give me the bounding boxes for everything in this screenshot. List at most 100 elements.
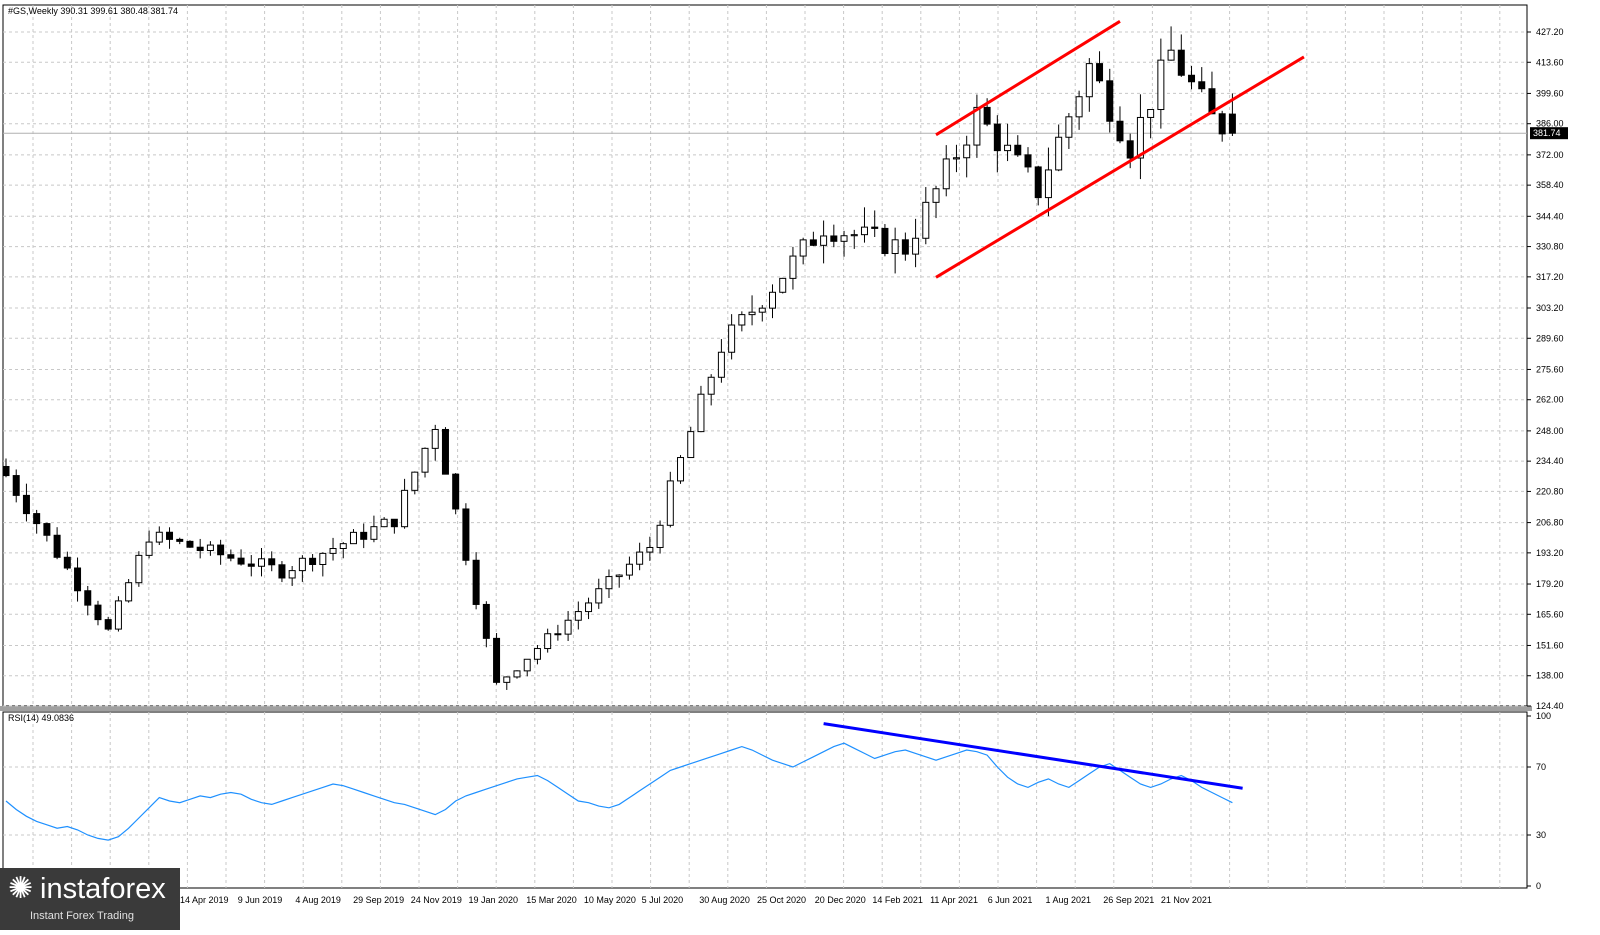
candle-body — [370, 526, 378, 540]
candle-body — [319, 552, 327, 565]
candle-body — [595, 588, 603, 604]
candle-body — [227, 554, 235, 559]
candle-body — [666, 480, 674, 526]
candle-body — [1228, 113, 1236, 134]
price-tick-label: 289.60 — [1536, 333, 1564, 343]
candle-body — [1126, 140, 1134, 159]
candle-body — [1055, 136, 1063, 171]
candle-body — [789, 255, 797, 279]
candle-body — [493, 637, 501, 683]
candle-body — [769, 291, 776, 309]
price-tick-label: 303.20 — [1536, 303, 1564, 313]
rsi-divergence-line[interactable] — [823, 722, 1243, 790]
candle-body — [523, 658, 531, 672]
price-tick-label: 399.60 — [1536, 88, 1564, 98]
candle-body — [952, 157, 960, 160]
candle-body — [1096, 63, 1104, 82]
x-axis-label: 24 Nov 2019 — [411, 895, 462, 905]
candle-body — [615, 574, 623, 578]
candle-body — [1218, 113, 1226, 135]
x-axis-label: 15 Mar 2020 — [526, 895, 577, 905]
candle-body — [196, 546, 204, 552]
price-tick-label: 413.60 — [1536, 57, 1564, 67]
candle-body — [1014, 144, 1022, 156]
candle-body — [298, 557, 306, 572]
x-axis-label: 5 Jul 2020 — [642, 895, 684, 905]
x-axis-label: 10 May 2020 — [584, 895, 636, 905]
candle-body — [963, 144, 971, 159]
x-axis-label: 21 Nov 2021 — [1161, 895, 1212, 905]
candle-body — [329, 548, 337, 554]
x-axis-label: 6 Jun 2021 — [988, 895, 1033, 905]
candle-body — [983, 106, 991, 125]
logo-tagline: Instant Forex Trading — [30, 910, 134, 922]
candle-body — [779, 277, 787, 293]
rsi-line — [5, 742, 1233, 841]
candle-body — [22, 494, 30, 515]
x-axis-label: 14 Apr 2019 — [180, 895, 229, 905]
candle-body — [166, 531, 174, 540]
x-axis-label: 26 Sep 2021 — [1103, 895, 1154, 905]
candle-body — [932, 188, 940, 203]
candle-body — [1116, 120, 1124, 142]
last-price-tag — [1530, 127, 1568, 140]
channel-lower-line[interactable] — [935, 55, 1305, 279]
candle-body — [554, 633, 562, 636]
price-tick-label: 220.80 — [1536, 486, 1564, 496]
price-pane-frame — [2, 4, 1528, 707]
candle-body — [533, 648, 541, 660]
candle-body — [564, 619, 572, 635]
candle-body — [687, 431, 695, 459]
candle-body — [94, 604, 102, 621]
logo-gear-icon: ✺ — [8, 871, 34, 906]
candle-body — [309, 557, 317, 565]
candle-body — [922, 201, 930, 239]
candle-body — [1147, 109, 1155, 118]
candle-body — [125, 582, 133, 602]
candle-body — [809, 239, 817, 246]
x-axis-label: 25 Oct 2020 — [757, 895, 806, 905]
logo-name: instaforex — [40, 873, 166, 905]
price-tick-label: 124.40 — [1536, 701, 1564, 711]
candle-body — [1177, 49, 1185, 76]
candle-body — [176, 538, 184, 542]
x-axis-label: 1 Aug 2021 — [1046, 895, 1092, 905]
candle-body — [748, 311, 756, 316]
pane-separator[interactable] — [0, 706, 1532, 711]
price-tick-label: 344.40 — [1536, 211, 1564, 221]
candle-body — [799, 239, 807, 257]
price-tick-label: 275.60 — [1536, 364, 1564, 374]
candle-body — [503, 676, 511, 683]
candle-body — [544, 633, 552, 650]
candle-body — [186, 540, 194, 548]
candle-body — [656, 524, 664, 548]
candle-body — [636, 551, 644, 565]
candle-body — [830, 235, 838, 242]
x-axis-label: 14 Feb 2021 — [872, 895, 923, 905]
candle-body — [441, 428, 449, 475]
candle-body — [1044, 169, 1052, 199]
last-price-tag-label: 381.74 — [1533, 128, 1561, 138]
candle-body — [237, 557, 245, 565]
candle-body — [2, 465, 10, 477]
x-axis-label: 19 Jan 2020 — [469, 895, 519, 905]
candle-body — [758, 307, 766, 313]
price-tick-label: 317.20 — [1536, 272, 1564, 282]
candle-body — [349, 531, 357, 545]
candle-body — [574, 611, 582, 621]
candle-body — [462, 508, 470, 561]
candle-body — [43, 523, 51, 536]
candle-body — [738, 314, 746, 326]
x-axis-label: 9 Jun 2019 — [238, 895, 283, 905]
candle-body — [697, 393, 705, 433]
rsi-tick-label: 30 — [1536, 830, 1546, 840]
channel-upper-line[interactable] — [935, 20, 1121, 137]
x-axis-label: 20 Dec 2020 — [815, 895, 866, 905]
price-tick-label: 234.40 — [1536, 456, 1564, 466]
price-tick-label: 138.00 — [1536, 671, 1564, 681]
candle-body — [472, 559, 480, 605]
candle-body — [1085, 63, 1093, 98]
rsi-tick-label: 0 — [1536, 881, 1541, 891]
